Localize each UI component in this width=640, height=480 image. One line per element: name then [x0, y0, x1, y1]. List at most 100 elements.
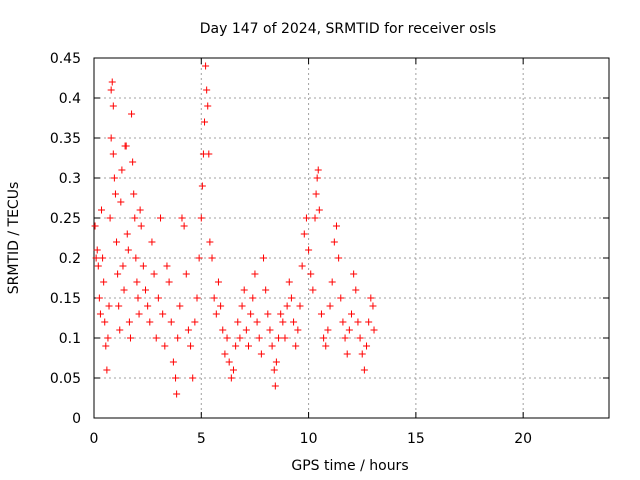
- data-point: [148, 238, 156, 246]
- data-point: [93, 246, 101, 254]
- data-point: [130, 190, 138, 198]
- data-point: [313, 174, 321, 182]
- data-point: [137, 222, 145, 230]
- data-point: [314, 166, 322, 174]
- data-point: [174, 334, 182, 342]
- data-point: [317, 310, 325, 318]
- data-point: [92, 254, 100, 262]
- data-point: [118, 166, 126, 174]
- data-point: [163, 262, 171, 270]
- data-point: [279, 318, 287, 326]
- data-point: [128, 110, 136, 118]
- data-point: [204, 102, 212, 110]
- data-point: [311, 214, 319, 222]
- data-point: [202, 62, 210, 70]
- data-point: [266, 326, 274, 334]
- data-point: [350, 270, 358, 278]
- data-point: [91, 222, 99, 230]
- data-point: [157, 214, 165, 222]
- data-point: [108, 78, 116, 86]
- data-point: [113, 238, 121, 246]
- data-point: [255, 334, 263, 342]
- data-point: [300, 230, 308, 238]
- data-point: [178, 214, 186, 222]
- data-point: [281, 334, 289, 342]
- data-point: [227, 374, 235, 382]
- y-tick-label: 0.25: [50, 211, 81, 227]
- data-point: [315, 206, 323, 214]
- data-point: [275, 334, 283, 342]
- data-point: [135, 310, 143, 318]
- data-point: [131, 214, 139, 222]
- data-point: [229, 366, 237, 374]
- data-point: [309, 286, 317, 294]
- data-point: [150, 270, 158, 278]
- data-point: [369, 302, 377, 310]
- data-point: [225, 358, 233, 366]
- x-tick-label: 15: [407, 431, 425, 447]
- data-point: [322, 342, 330, 350]
- data-point: [219, 326, 227, 334]
- data-point: [182, 270, 190, 278]
- data-point: [277, 310, 285, 318]
- data-point: [343, 350, 351, 358]
- data-point: [251, 270, 259, 278]
- data-point: [165, 278, 173, 286]
- data-point: [184, 326, 192, 334]
- y-tick-label: 0.1: [59, 331, 81, 347]
- data-point: [94, 262, 102, 270]
- data-point: [107, 86, 115, 94]
- data-point: [103, 366, 111, 374]
- data-point: [326, 302, 334, 310]
- data-point: [208, 254, 216, 262]
- data-point: [114, 270, 122, 278]
- x-tick-label: 10: [300, 431, 318, 447]
- data-point: [270, 366, 278, 374]
- data-point: [358, 350, 366, 358]
- data-point: [264, 310, 272, 318]
- y-tick-label: 0.15: [50, 291, 81, 307]
- data-point: [283, 302, 291, 310]
- data-point: [139, 262, 147, 270]
- data-point: [123, 230, 131, 238]
- data-point: [262, 286, 270, 294]
- data-point: [210, 294, 218, 302]
- data-point: [142, 286, 149, 294]
- y-tick-label: 0: [72, 411, 81, 427]
- data-point: [268, 342, 276, 350]
- data-point: [95, 294, 103, 302]
- data-point: [272, 358, 280, 366]
- data-point: [240, 286, 248, 294]
- axis-ticks: [93, 57, 609, 419]
- data-point: [249, 294, 257, 302]
- data-point: [152, 334, 160, 342]
- data-point: [109, 150, 117, 158]
- x-tick-label: 0: [90, 431, 99, 447]
- y-tick-label: 0.3: [59, 171, 81, 187]
- y-tick-label: 0.05: [50, 371, 81, 387]
- data-point: [191, 318, 199, 326]
- data-point: [106, 214, 114, 222]
- data-point: [96, 310, 104, 318]
- data-point: [337, 294, 345, 302]
- data-point: [117, 198, 125, 206]
- data-point: [221, 350, 229, 358]
- plot-frame: [93, 57, 610, 419]
- data-point: [360, 366, 368, 374]
- data-point: [292, 342, 300, 350]
- x-axis-label: GPS time / hours: [291, 458, 408, 474]
- data-point: [203, 86, 211, 94]
- data-point: [302, 214, 310, 222]
- data-point: [324, 326, 332, 334]
- data-point: [307, 270, 315, 278]
- data-point: [180, 222, 188, 230]
- data-point: [232, 342, 240, 350]
- data-point: [120, 286, 128, 294]
- data-point: [98, 206, 106, 214]
- data-point: [187, 342, 195, 350]
- data-point: [126, 334, 134, 342]
- data-points: [91, 62, 378, 398]
- data-point: [365, 318, 373, 326]
- chart-title: Day 147 of 2024, SRMTID for receiver osl…: [200, 21, 496, 37]
